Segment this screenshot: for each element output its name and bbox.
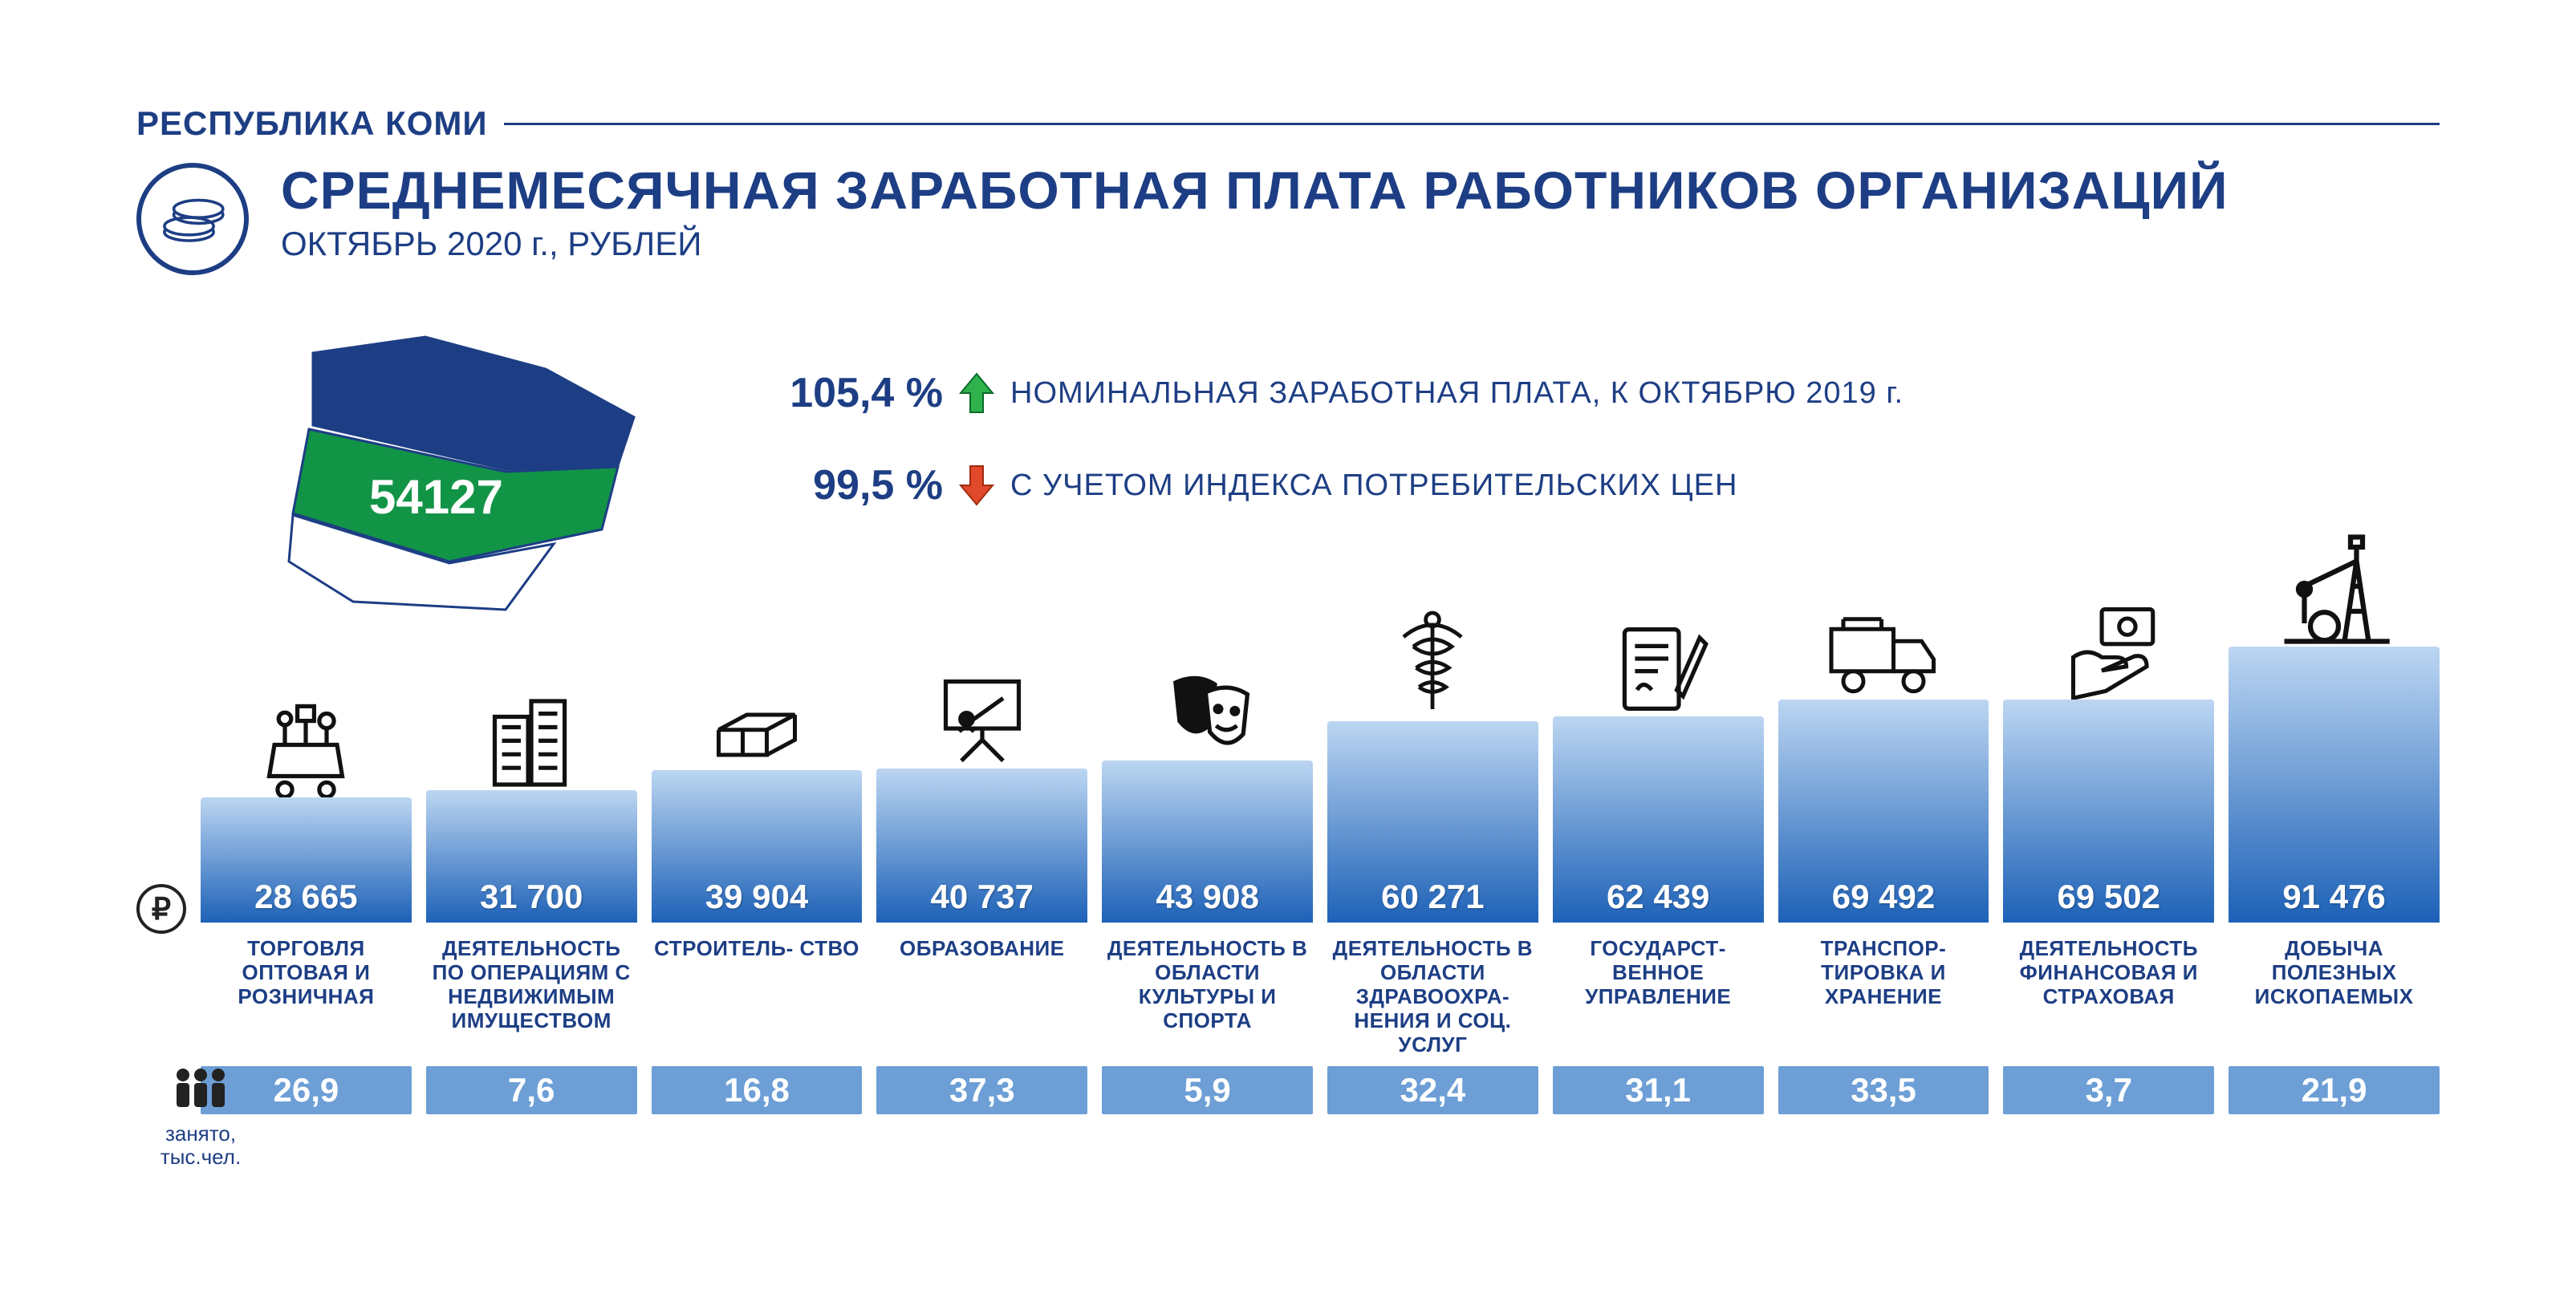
bars-row: 28 665 31 700 39 904 40 737 43 908 60 271 62 4… — [201, 618, 2440, 923]
indicator-label: НОМИНАЛЬНАЯ ЗАРАБОТНАЯ ПЛАТА, К ОКТЯБРЮ … — [1010, 376, 1904, 411]
employment-value: 37,3 — [876, 1066, 1087, 1114]
region-map: 54127 — [265, 329, 666, 634]
bar-value: 40 737 — [876, 878, 1087, 916]
employment-row: 26,97,616,837,35,932,431,133,53,721,9 — [201, 1066, 2440, 1114]
employment-axis: занято, тыс.чел. — [136, 1065, 265, 1168]
board-icon — [910, 661, 1054, 773]
main-title: СРЕДНЕМЕСЯЧНАЯ ЗАРАБОТНАЯ ПЛАТА РАБОТНИК… — [281, 163, 2440, 218]
bar-column: 39 904 — [652, 663, 863, 923]
document-icon — [1586, 609, 1730, 721]
category-label: ДЕЯТЕЛЬНОСТЬ В ОБЛАСТИ ЗДРАВООХРА- НЕНИЯ… — [1327, 937, 1538, 1057]
bar-column: 43 908 — [1102, 653, 1313, 923]
bar-value: 39 904 — [652, 878, 863, 916]
category-label: ТОРГОВЛЯ ОПТОВАЯ И РОЗНИЧНАЯ — [201, 937, 412, 1057]
bar-column: 91 476 — [2229, 539, 2440, 923]
employment-axis-label: занято, тыс.чел. — [136, 1122, 265, 1168]
employment-value: 16,8 — [652, 1066, 863, 1114]
indicator-label: С УЧЕТОМ ИНДЕКСА ПОТРЕБИТЕЛЬСКИХ ЦЕН — [1010, 468, 1737, 503]
bar-value: 60 271 — [1327, 878, 1538, 916]
indicators: 105,4 % НОМИНАЛЬНАЯ ЗАРАБОТНАЯ ПЛАТА, К … — [786, 369, 1904, 554]
indicator-row: 105,4 % НОМИНАЛЬНАЯ ЗАРАБОТНАЯ ПЛАТА, К … — [786, 369, 1904, 417]
salary-bar: 62 439 — [1553, 716, 1764, 923]
masks-icon — [1136, 653, 1280, 765]
indicator-value: 105,4 % — [786, 369, 943, 417]
arrow-up-icon — [959, 372, 994, 414]
bar-value: 91 476 — [2229, 878, 2440, 916]
header: РЕСПУБЛИКА КОМИ СРЕДНЕМЕСЯЧНАЯ ЗАРАБОТНА… — [136, 104, 2440, 275]
salary-bar: 39 904 — [652, 770, 863, 923]
bar-column: 31 700 — [426, 683, 637, 923]
arrow-down-icon — [959, 464, 994, 506]
building-icon — [459, 683, 603, 795]
salary-bar: 60 271 — [1327, 721, 1538, 923]
subtitle: ОКТЯБРЬ 2020 г., РУБЛЕЙ — [281, 225, 2440, 263]
bar-value: 31 700 — [426, 878, 637, 916]
bar-value: 28 665 — [201, 878, 412, 916]
people-icon — [169, 1065, 233, 1113]
money-icon — [2037, 592, 2181, 704]
salary-bar-chart: ₽ 28 665 31 700 39 904 40 737 43 908 60 271 62… — [136, 618, 2440, 1114]
bar-value: 43 908 — [1102, 878, 1313, 916]
salary-bar: 69 502 — [2003, 700, 2214, 923]
salary-bar: 28 665 — [201, 797, 412, 923]
bar-value: 62 439 — [1553, 878, 1764, 916]
category-label: ДОБЫЧА ПОЛЕЗНЫХ ИСКОПАЕМЫХ — [2229, 937, 2440, 1057]
bar-column: 28 665 — [201, 690, 412, 923]
oilrig-icon — [2262, 539, 2407, 651]
labels-row: ТОРГОВЛЯ ОПТОВАЯ И РОЗНИЧНАЯДЕЯТЕЛЬНОСТЬ… — [201, 937, 2440, 1057]
indicator-row: 99,5 % С УЧЕТОМ ИНДЕКСА ПОТРЕБИТЕЛЬСКИХ … — [786, 461, 1904, 509]
bar-value: 69 502 — [2003, 878, 2214, 916]
indicator-value: 99,5 % — [786, 461, 943, 509]
category-label: СТРОИТЕЛЬ- СТВО — [652, 937, 863, 1057]
salary-bar: 91 476 — [2229, 647, 2440, 923]
bar-column: 69 492 — [1778, 592, 1989, 923]
caduceus-icon — [1360, 614, 1505, 726]
category-label: ОБРАЗОВАНИЕ — [876, 937, 1087, 1057]
salary-bar: 31 700 — [426, 790, 637, 923]
salary-bar: 43 908 — [1102, 760, 1313, 923]
employment-value: 3,7 — [2003, 1066, 2214, 1114]
employment-value: 32,4 — [1327, 1066, 1538, 1114]
title-row: СРЕДНЕМЕСЯЧНАЯ ЗАРАБОТНАЯ ПЛАТА РАБОТНИК… — [136, 163, 2440, 275]
brick-icon — [685, 663, 829, 775]
ruble-icon: ₽ — [136, 884, 186, 934]
category-label: ДЕЯТЕЛЬНОСТЬ ПО ОПЕРАЦИЯМ С НЕДВИЖИМЫМ И… — [426, 937, 637, 1057]
bar-column: 60 271 — [1327, 614, 1538, 923]
category-label: ГОСУДАРСТ- ВЕННОЕ УПРАВЛЕНИЕ — [1553, 937, 1764, 1057]
salary-bar: 69 492 — [1778, 700, 1989, 923]
bar-column: 62 439 — [1553, 609, 1764, 923]
bar-column: 69 502 — [2003, 592, 2214, 923]
bar-value: 69 492 — [1778, 878, 1989, 916]
title-block: СРЕДНЕМЕСЯЧНАЯ ЗАРАБОТНАЯ ПЛАТА РАБОТНИК… — [281, 163, 2440, 263]
bar-column: 40 737 — [876, 661, 1087, 923]
employment-value: 31,1 — [1553, 1066, 1764, 1114]
employment-value: 7,6 — [426, 1066, 637, 1114]
employment-value: 33,5 — [1778, 1066, 1989, 1114]
employment-value: 5,9 — [1102, 1066, 1313, 1114]
region-label: РЕСПУБЛИКА КОМИ — [136, 104, 2440, 143]
category-label: ТРАНСПОР- ТИРОВКА И ХРАНЕНИЕ — [1778, 937, 1989, 1057]
coins-icon — [136, 163, 249, 275]
category-label: ДЕЯТЕЛЬНОСТЬ В ОБЛАСТИ КУЛЬТУРЫ И СПОРТА — [1102, 937, 1313, 1057]
map-average-value: 54127 — [369, 469, 503, 525]
cart-icon — [234, 690, 378, 802]
truck-icon — [1811, 592, 1956, 704]
employment-value: 21,9 — [2229, 1066, 2440, 1114]
category-label: ДЕЯТЕЛЬНОСТЬ ФИНАНСОВАЯ И СТРАХОВАЯ — [2003, 937, 2214, 1057]
salary-bar: 40 737 — [876, 769, 1087, 923]
